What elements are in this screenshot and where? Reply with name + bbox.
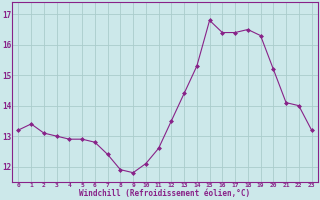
X-axis label: Windchill (Refroidissement éolien,°C): Windchill (Refroidissement éolien,°C) (79, 189, 251, 198)
